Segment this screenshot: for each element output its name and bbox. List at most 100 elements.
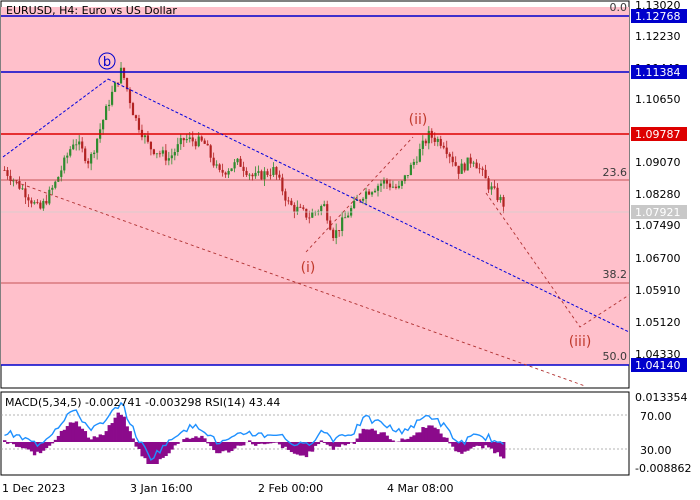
candle-body [275, 167, 278, 175]
macd-bar [77, 426, 82, 442]
macd-bar [140, 442, 144, 457]
candle-body [84, 148, 87, 161]
macd-bar [271, 442, 276, 443]
price-tag-bg [631, 9, 687, 23]
candle-body [376, 185, 380, 191]
candle-body [409, 164, 412, 176]
candle-body [272, 167, 275, 176]
candle-body [209, 145, 212, 158]
macd-bar [53, 439, 58, 442]
macd-bar [493, 442, 497, 454]
price-tag-109787: 1.09787 [635, 128, 681, 141]
macd-bar [170, 442, 174, 450]
price-tag-104140: 1.04140 [635, 359, 681, 372]
macd-bar [254, 442, 258, 446]
macd-bar [355, 438, 359, 442]
macd-bar [113, 417, 117, 442]
fib-label-50: 50.0 [603, 350, 628, 363]
macd-bar [415, 432, 419, 442]
candle-body [54, 181, 57, 188]
macd-bar [274, 442, 279, 443]
macd-bar [23, 442, 28, 449]
price-tick: 1.04330 [635, 348, 681, 361]
candle-body [107, 104, 111, 107]
macd-bar [448, 442, 452, 444]
macd-bar [358, 433, 362, 442]
candle-body [311, 212, 314, 218]
macd-bar [236, 442, 240, 446]
macd-bar [469, 442, 473, 449]
macd-bar [203, 438, 207, 442]
wave-i-ii-line [305, 136, 414, 253]
macd-bar [86, 437, 91, 442]
macd-bar [62, 429, 67, 442]
macd-bar [26, 442, 31, 450]
macd-bar [265, 442, 270, 444]
price-tick: 1.10650 [635, 93, 681, 106]
macd-bar [451, 442, 455, 447]
macd-bar [248, 440, 252, 442]
trendline-left [2, 78, 109, 158]
macd-bar [484, 442, 488, 446]
candle-body [388, 183, 392, 188]
candle-body [18, 180, 21, 189]
candle-body [487, 178, 490, 190]
macd-bar [125, 426, 129, 442]
time-label: 4 Mar 08:00 [387, 482, 453, 495]
macd-bar [307, 442, 312, 452]
candle-body [179, 138, 182, 145]
macd-bar [128, 431, 132, 442]
candle-body [128, 89, 132, 104]
macd-bar [376, 434, 380, 442]
macd-bar [268, 442, 273, 444]
macd-bar [412, 435, 416, 442]
candle-body [236, 158, 239, 163]
wave-b-circle [98, 52, 116, 70]
candle-body [218, 164, 221, 170]
candle-body [469, 157, 472, 164]
candle-body [439, 138, 442, 146]
time-label: 1 Dec 2023 [2, 482, 65, 495]
candle-body [134, 115, 138, 119]
candle-body [421, 140, 424, 149]
macd-bar [89, 439, 94, 442]
macd-bar [406, 438, 410, 442]
candle-body [33, 202, 36, 204]
candle-body [394, 186, 398, 188]
candle-body [317, 211, 320, 212]
macd-bar [292, 442, 297, 454]
macd-bar [92, 436, 97, 442]
price-tick: 1.07490 [635, 219, 681, 232]
candle-body [296, 206, 299, 212]
macd-bar [29, 442, 34, 452]
macd-bar [454, 442, 458, 452]
candle-body [93, 152, 96, 155]
candle-body [110, 91, 114, 105]
macd-bar [280, 442, 285, 449]
macd-bar [400, 438, 404, 442]
target-zone [1, 7, 629, 365]
macd-bar [331, 442, 336, 450]
candle-body [113, 82, 117, 92]
macd-bar [59, 430, 64, 442]
time-label: 3 Jan 16:00 [130, 482, 193, 495]
macd-bar [14, 442, 19, 447]
macd-bar [74, 421, 79, 442]
candle-body [287, 200, 290, 202]
macd-bar [50, 442, 55, 444]
macd-bar [3, 440, 7, 442]
wave-projection-line [485, 192, 630, 328]
wave-label-b: b [103, 55, 111, 70]
macd-bar [466, 442, 470, 451]
macd-bar [289, 442, 294, 453]
candle-body [344, 217, 347, 219]
candle-body [281, 177, 284, 192]
macd-bar [316, 442, 321, 445]
candle-body [221, 169, 224, 173]
macd-bar [310, 442, 315, 452]
candle-body [143, 135, 147, 138]
candle-body [442, 145, 445, 148]
macd-bar [301, 442, 306, 456]
candle-body [119, 67, 123, 84]
